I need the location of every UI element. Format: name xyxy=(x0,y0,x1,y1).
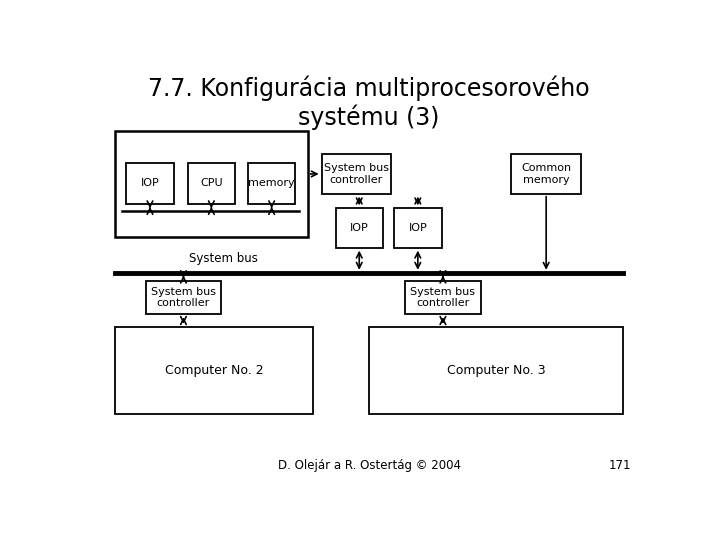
Text: Common
memory: Common memory xyxy=(521,163,571,185)
Text: Computer No. 3: Computer No. 3 xyxy=(446,364,545,377)
Text: Computer No. 2: Computer No. 2 xyxy=(165,364,264,377)
Text: IOP: IOP xyxy=(140,178,159,188)
Bar xyxy=(369,327,623,414)
Text: System bus: System bus xyxy=(189,252,258,265)
Bar xyxy=(248,163,295,204)
Text: CPU: CPU xyxy=(200,178,222,188)
Bar xyxy=(115,131,307,238)
Bar xyxy=(126,163,174,204)
Text: System bus
controller: System bus controller xyxy=(151,287,216,308)
Text: 7.7. Konfigurácia multiprocesorového
systému (3): 7.7. Konfigurácia multiprocesorového sys… xyxy=(148,75,590,130)
Text: System bus
controller: System bus controller xyxy=(324,163,389,185)
Text: memory: memory xyxy=(248,178,295,188)
Bar xyxy=(394,208,441,248)
Text: IOP: IOP xyxy=(408,223,427,233)
Bar xyxy=(188,163,235,204)
Bar xyxy=(115,327,313,414)
Bar xyxy=(145,281,221,314)
Text: System bus
controller: System bus controller xyxy=(410,287,475,308)
Bar xyxy=(405,281,481,314)
Text: 171: 171 xyxy=(609,460,631,472)
Text: D. Olejár a R. Ostertág © 2004: D. Olejár a R. Ostertág © 2004 xyxy=(277,460,461,472)
Text: IOP: IOP xyxy=(350,223,369,233)
Bar xyxy=(322,154,392,194)
Bar xyxy=(336,208,383,248)
Bar xyxy=(511,154,581,194)
